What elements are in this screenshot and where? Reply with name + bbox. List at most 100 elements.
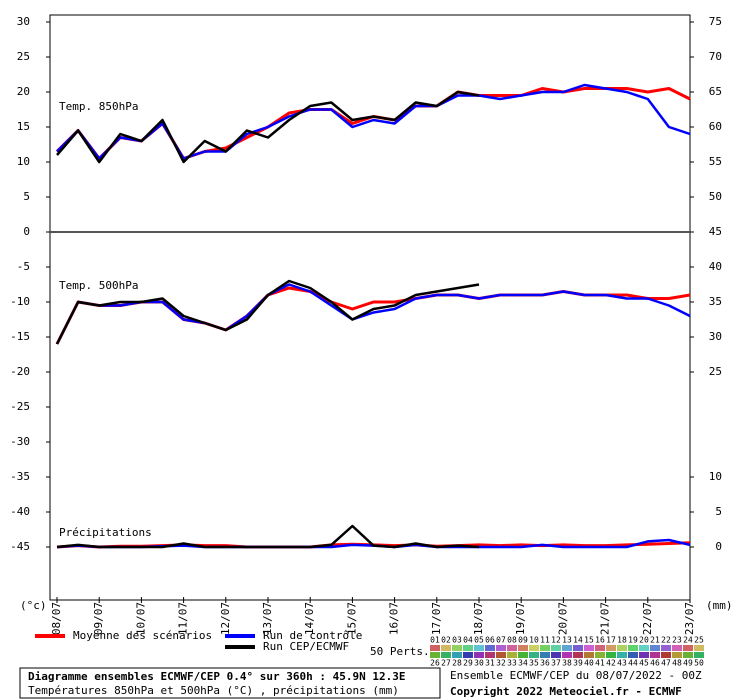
plot-frame (49, 14, 691, 601)
y2-tick-label: 35 (709, 295, 722, 308)
perturbation-number: 18 (617, 636, 627, 645)
perturbation-number: 32 (496, 659, 506, 668)
legend-label: Run CEP/ECMWF (263, 640, 349, 653)
perturbation-number: 49 (683, 659, 693, 668)
perturbation-number: 27 (441, 659, 451, 668)
x-tick-label: 21/07 (599, 602, 612, 635)
perturbation-swatch (650, 645, 660, 651)
perturbation-swatch (507, 652, 517, 658)
y-tick-label: -35 (10, 470, 30, 483)
perturbation-swatch (551, 645, 561, 651)
perturbation-number: 11 (540, 636, 550, 645)
series-line (56, 83, 691, 160)
perturbation-number: 19 (628, 636, 638, 645)
perturbation-number: 42 (606, 659, 616, 668)
perturbation-swatch (540, 645, 550, 651)
perturbation-swatch (463, 645, 473, 651)
perturbation-number: 39 (573, 659, 583, 668)
y2-tick-label: 50 (709, 190, 722, 203)
perturbation-number: 02 (441, 636, 451, 645)
panel-label: Précipitations (59, 526, 152, 539)
perturbation-number: 34 (518, 659, 528, 668)
y-tick-label: 0 (23, 225, 30, 238)
perturbation-number: 50 (694, 659, 704, 668)
legend-label: Moyenne des scénarios (73, 629, 212, 642)
perturbation-swatch (694, 652, 704, 658)
footer-title: Diagramme ensembles ECMWF/CEP 0.4° sur 3… (28, 670, 406, 683)
perturbation-number: 30 (474, 659, 484, 668)
y2-tick-label: 70 (709, 50, 722, 63)
perturbation-number: 26 (430, 659, 440, 668)
perturbation-number: 10 (529, 636, 539, 645)
perturbation-number: 31 (485, 659, 495, 668)
y2-tick-label: 25 (709, 365, 722, 378)
y-tick-label: 15 (17, 120, 30, 133)
perturbation-swatch (661, 645, 671, 651)
perturbation-swatch (485, 652, 495, 658)
y-tick-label: -5 (17, 260, 30, 273)
perturbation-swatch (496, 645, 506, 651)
perturbation-number: 21 (650, 636, 660, 645)
series-line (55, 279, 480, 345)
x-tick-label: 13/07 (261, 602, 274, 635)
perturbation-number: 07 (496, 636, 506, 645)
perturbation-number: 04 (463, 636, 473, 645)
y2-tick-label: 55 (709, 155, 722, 168)
x-tick-label: 18/07 (472, 602, 485, 635)
y-tick-label: -45 (10, 540, 30, 553)
perturbation-swatch (441, 652, 451, 658)
x-tick-label: 16/07 (388, 602, 401, 635)
perturbation-number: 13 (562, 636, 572, 645)
footer-subtitle: Températures 850hPa et 500hPa (°C) , pré… (28, 684, 399, 697)
x-tick-label: 15/07 (345, 602, 358, 635)
perturbation-swatch (650, 652, 660, 658)
y2-tick-label: 75 (709, 15, 722, 28)
perturbation-swatch (529, 645, 539, 651)
perturbation-number: 36 (540, 659, 550, 668)
perturbation-number: 44 (628, 659, 638, 668)
perturbation-number: 23 (672, 636, 682, 645)
perturbation-number: 43 (617, 659, 627, 668)
x-tick-label: 10/07 (134, 602, 147, 635)
series-line (56, 524, 480, 549)
series-line (56, 90, 480, 164)
perturbation-number: 15 (584, 636, 594, 645)
y-axis-label: (°c) (20, 599, 47, 612)
perturbation-swatch (683, 652, 693, 658)
x-tick-label: 17/07 (430, 602, 443, 635)
perturbation-number: 16 (595, 636, 605, 645)
perturbation-swatch (529, 652, 539, 658)
perturbation-swatch (496, 652, 506, 658)
y2-axis-label: (mm) (706, 599, 733, 612)
x-tick-label: 23/07 (683, 602, 696, 635)
perturbation-swatch (441, 645, 451, 651)
y2-tick-label: 45 (709, 225, 722, 238)
perturbation-number: 48 (672, 659, 682, 668)
perturbation-swatch (430, 652, 440, 658)
x-tick-label: 11/07 (177, 602, 190, 635)
perturbation-swatch (518, 645, 528, 651)
perturbation-swatch (672, 645, 682, 651)
y2-tick-label: 60 (709, 120, 722, 133)
run-label: Ensemble ECMWF/CEP du 08/07/2022 - 00Z (450, 669, 702, 682)
perturbation-swatch (474, 645, 484, 651)
perturbation-number: 22 (661, 636, 671, 645)
perturbation-number: 45 (639, 659, 649, 668)
x-tick-label: 19/07 (514, 602, 527, 635)
y2-tick-label: 0 (715, 540, 722, 553)
y-tick-label: 25 (17, 50, 30, 63)
perturbation-swatch (606, 645, 616, 651)
perturbation-swatch (452, 645, 462, 651)
perturbation-number: 14 (573, 636, 583, 645)
y-tick-label: 5 (23, 190, 30, 203)
perturbation-number: 20 (639, 636, 649, 645)
perturbation-swatch (628, 652, 638, 658)
copyright: Copyright 2022 Meteociel.fr - ECMWF (450, 685, 682, 698)
perturbation-swatch (551, 652, 561, 658)
perturbation-number: 28 (452, 659, 462, 668)
perturbation-number: 47 (661, 659, 671, 668)
perturbation-swatch (639, 645, 649, 651)
y-tick-label: -15 (10, 330, 30, 343)
series-line (55, 87, 691, 160)
